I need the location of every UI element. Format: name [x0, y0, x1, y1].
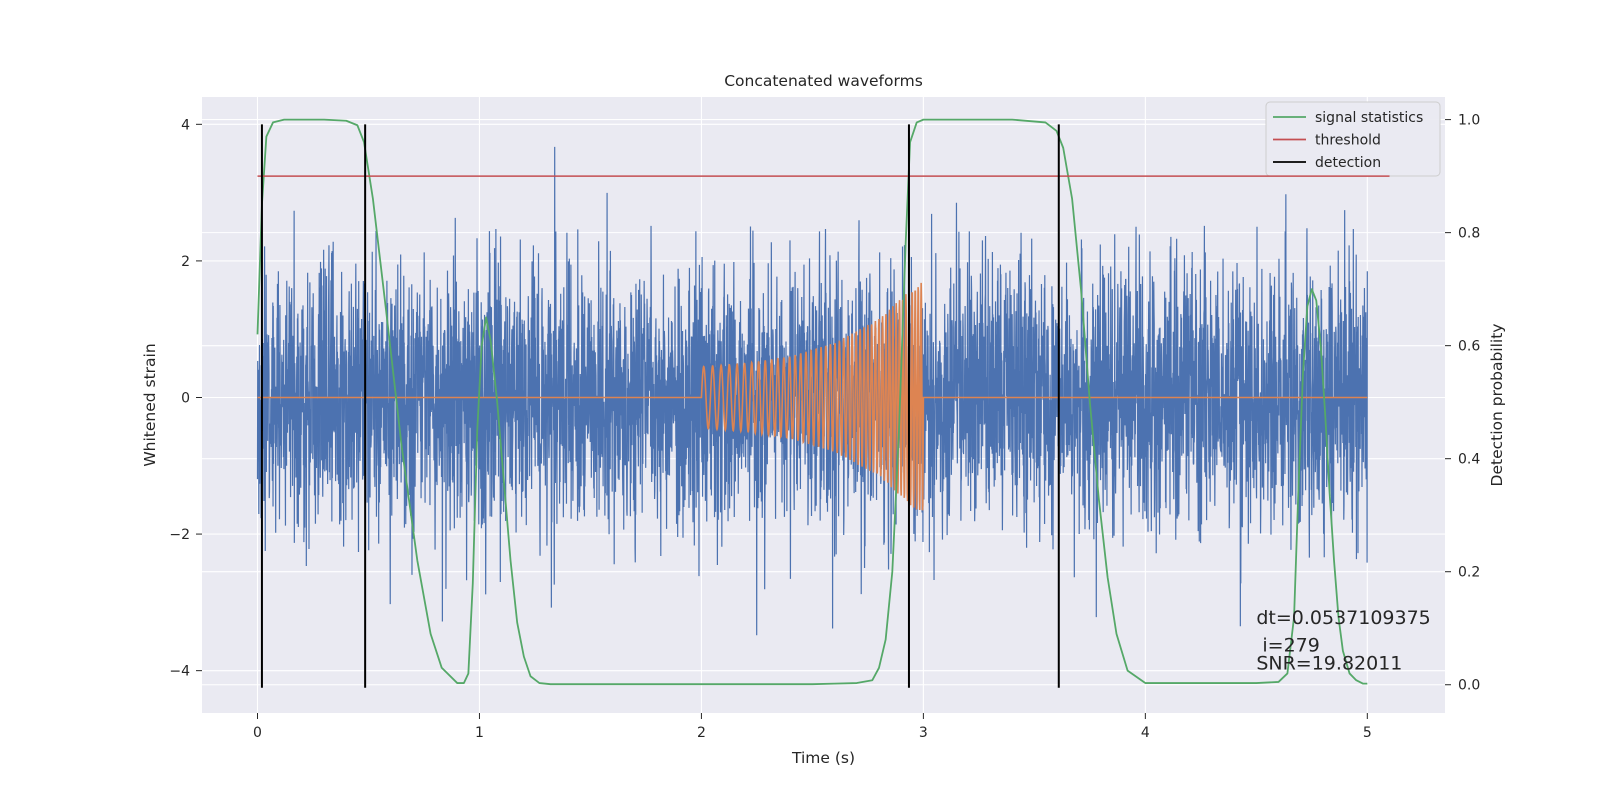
y2-tick-label-2: 0.4 [1458, 452, 1480, 468]
y2-tick-label-5: 1.0 [1458, 113, 1480, 129]
legend: signal statistics threshold detection [1265, 101, 1441, 177]
x-tick-label-5: 5 [1363, 725, 1372, 741]
x-tick-label-1: 1 [475, 725, 484, 741]
strain-series-line [256, 146, 1368, 636]
y-tick-label-3: 2 [181, 254, 190, 270]
signal-statistics-line [256, 118, 1368, 686]
x-tick-label-2: 2 [697, 725, 706, 741]
y2-tick-label-1: 0.2 [1458, 565, 1480, 581]
y2-tick-label-3: 0.6 [1458, 339, 1480, 355]
y-tick-label-1: −2 [169, 527, 190, 543]
legend-label-2: detection [1315, 155, 1381, 171]
y-tick-label-0: −4 [169, 664, 190, 680]
y2-tick-label-4: 0.8 [1458, 226, 1480, 242]
y2-axis-label: Detection probability [1488, 324, 1506, 487]
template-series-line [257, 282, 1368, 511]
legend-label-1: threshold [1315, 133, 1381, 149]
y-tick-label-4: 4 [181, 117, 190, 133]
x-tick-label-0: 0 [253, 725, 262, 741]
x-axis-label: Time (s) [791, 749, 855, 767]
y2-tick-label-0: 0.0 [1458, 678, 1480, 694]
y-tick-label-2: 0 [181, 390, 190, 406]
annotation-0: dt=0.0537109375 [1256, 607, 1430, 629]
y-axis-label: Whitened strain [141, 343, 159, 466]
x-tick-label-4: 4 [1141, 725, 1150, 741]
chart-title: Concatenated waveforms [724, 72, 923, 90]
axes: 0 1 2 3 4 5 −4 −2 0 2 4 0.0 0.2 0.4 0.6 0.8 1.0 [169, 113, 1480, 741]
plot-area [256, 118, 1368, 686]
annotation-2: SNR=19.82011 [1256, 652, 1402, 674]
x-tick-label-3: 3 [919, 725, 928, 741]
annotation-1: i=279 [1256, 635, 1320, 657]
legend-label-0: signal statistics [1315, 110, 1423, 126]
